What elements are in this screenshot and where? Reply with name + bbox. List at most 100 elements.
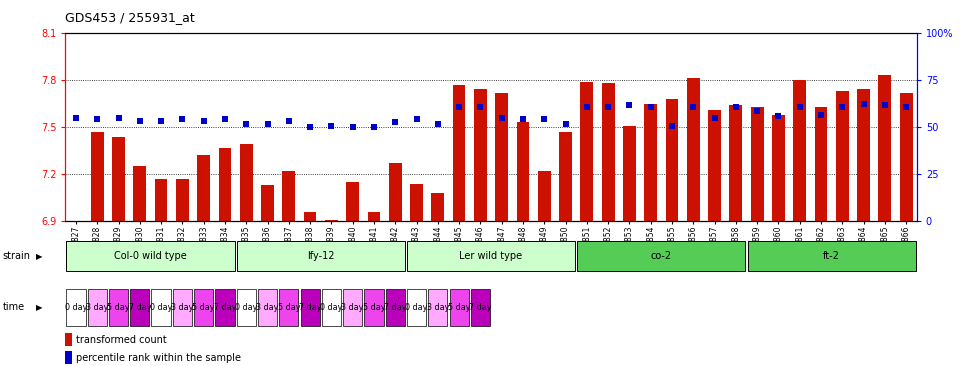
Bar — [878, 75, 891, 221]
Text: 7 day: 7 day — [299, 303, 322, 312]
Text: time: time — [3, 302, 25, 313]
Text: 5 day: 5 day — [448, 303, 470, 312]
Point — [281, 118, 297, 124]
Bar — [261, 185, 274, 221]
FancyBboxPatch shape — [577, 242, 745, 271]
Point — [345, 124, 360, 130]
Bar — [815, 107, 828, 221]
Bar — [240, 145, 252, 221]
Text: 0 day: 0 day — [150, 303, 172, 312]
Point — [516, 116, 531, 122]
Bar — [687, 78, 700, 221]
Text: 5 day: 5 day — [108, 303, 130, 312]
Bar — [516, 123, 529, 221]
Bar — [474, 90, 487, 221]
Bar — [431, 193, 444, 221]
FancyBboxPatch shape — [300, 289, 320, 326]
Point — [238, 121, 253, 127]
Bar — [197, 156, 210, 221]
Point — [729, 104, 744, 110]
FancyBboxPatch shape — [66, 242, 234, 271]
Bar — [219, 147, 231, 221]
Text: GDS453 / 255931_at: GDS453 / 255931_at — [65, 11, 195, 24]
Point — [899, 104, 914, 110]
FancyBboxPatch shape — [152, 289, 171, 326]
Text: 7 day: 7 day — [129, 303, 151, 312]
Bar — [389, 163, 401, 221]
Point — [217, 116, 232, 122]
FancyBboxPatch shape — [131, 289, 150, 326]
FancyBboxPatch shape — [87, 289, 107, 326]
FancyBboxPatch shape — [470, 289, 490, 326]
FancyBboxPatch shape — [748, 242, 916, 271]
Text: 3 day: 3 day — [342, 303, 364, 312]
Text: Ler wild type: Ler wild type — [460, 251, 522, 261]
FancyBboxPatch shape — [66, 289, 85, 326]
Text: lfy-12: lfy-12 — [307, 251, 334, 261]
Bar — [91, 132, 104, 221]
Bar — [602, 83, 614, 221]
Bar — [900, 93, 913, 221]
Bar — [347, 182, 359, 221]
Point — [260, 121, 276, 127]
Point — [643, 104, 659, 110]
Bar — [368, 212, 380, 221]
Text: strain: strain — [3, 251, 31, 261]
Point — [813, 112, 828, 117]
Text: 7 day: 7 day — [384, 303, 406, 312]
FancyBboxPatch shape — [237, 289, 255, 326]
Bar — [176, 179, 189, 221]
Bar — [453, 85, 466, 221]
FancyBboxPatch shape — [279, 289, 299, 326]
Text: 3 day: 3 day — [426, 303, 449, 312]
Text: 0 day: 0 day — [321, 303, 343, 312]
Point — [472, 104, 488, 110]
Point — [89, 116, 105, 122]
Bar — [112, 137, 125, 221]
Bar — [730, 105, 742, 221]
Text: 5 day: 5 day — [192, 303, 215, 312]
Point — [430, 121, 445, 127]
Point — [302, 124, 318, 130]
FancyBboxPatch shape — [194, 289, 213, 326]
Text: 3 day: 3 day — [171, 303, 194, 312]
Text: 0 day: 0 day — [405, 303, 428, 312]
Point — [154, 118, 169, 124]
Bar — [751, 107, 763, 221]
Point — [68, 115, 84, 121]
Text: ▶: ▶ — [36, 303, 42, 312]
Point — [451, 104, 467, 110]
Text: Col-0 wild type: Col-0 wild type — [114, 251, 187, 261]
Point — [388, 120, 403, 126]
Bar — [836, 91, 849, 221]
Point — [600, 104, 615, 110]
FancyBboxPatch shape — [108, 289, 128, 326]
Text: 3 day: 3 day — [256, 303, 278, 312]
Bar — [857, 90, 870, 221]
FancyBboxPatch shape — [343, 289, 362, 326]
FancyBboxPatch shape — [407, 242, 575, 271]
Point — [579, 104, 594, 110]
Point — [196, 118, 211, 124]
Point — [494, 115, 510, 121]
Point — [537, 116, 552, 122]
Text: transformed count: transformed count — [76, 335, 167, 345]
Bar — [325, 220, 338, 221]
FancyBboxPatch shape — [215, 289, 234, 326]
Text: ft-2: ft-2 — [824, 251, 840, 261]
Bar — [538, 171, 551, 221]
Point — [324, 123, 339, 128]
FancyBboxPatch shape — [258, 289, 277, 326]
Text: co-2: co-2 — [651, 251, 672, 261]
FancyBboxPatch shape — [407, 289, 426, 326]
Text: ▶: ▶ — [36, 252, 42, 261]
Point — [409, 116, 424, 122]
Bar — [155, 179, 167, 221]
Bar — [65, 333, 73, 346]
Text: 5 day: 5 day — [277, 303, 300, 312]
Text: 7 day: 7 day — [214, 303, 236, 312]
Bar — [772, 115, 785, 221]
FancyBboxPatch shape — [237, 242, 405, 271]
Point — [856, 101, 872, 107]
Text: 0 day: 0 day — [235, 303, 257, 312]
